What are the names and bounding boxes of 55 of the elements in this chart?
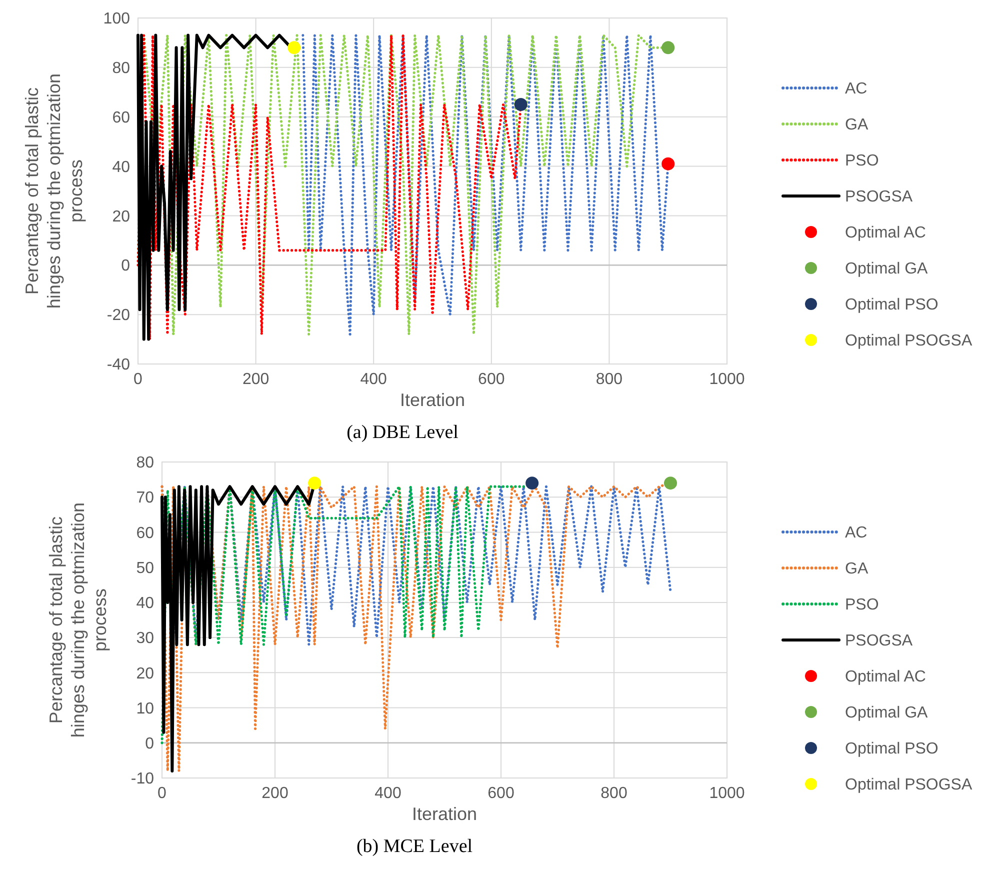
y-tick-label: 60 — [136, 524, 154, 542]
x-tick-label: 200 — [262, 785, 288, 802]
x-tick-label: 400 — [374, 785, 402, 802]
y-tick-label: -40 — [106, 356, 130, 374]
y-tick-label: 30 — [136, 630, 154, 648]
point — [514, 98, 528, 111]
legend-label: Optimal PSOGSA — [845, 332, 972, 350]
y-tick-label: 80 — [136, 454, 154, 472]
legend-label: AC — [845, 80, 868, 98]
x-tick-label: 400 — [360, 371, 388, 388]
text: (b) MCE Level — [356, 836, 473, 857]
y-tick-label: 0 — [121, 258, 130, 275]
text: (a) DBE Level — [346, 422, 458, 443]
legend-label: PSO — [845, 596, 879, 614]
legend-label: Optimal GA — [845, 260, 928, 278]
x-tick-label: 1000 — [709, 785, 745, 802]
x-tick-label: 600 — [478, 371, 505, 388]
point — [288, 41, 301, 54]
legend-label: GA — [845, 560, 868, 578]
legend-label: PSOGSA — [845, 188, 913, 206]
y-tick-label: -20 — [106, 307, 130, 324]
x-tick-label: 200 — [242, 371, 270, 388]
y-tick-label: -10 — [130, 770, 154, 788]
legend-label: Optimal PSO — [845, 740, 938, 758]
legend-label: PSO — [845, 152, 879, 170]
y-axis-title: Percantage of total plastic hinges during the optmization process — [22, 73, 86, 309]
x-axis-title: Iteration — [400, 390, 466, 410]
y-tick-label: 50 — [136, 560, 154, 577]
y-tick-label: 100 — [103, 10, 130, 28]
x-tick-label: 800 — [596, 371, 623, 388]
y-tick-label: 60 — [112, 109, 130, 126]
legend-label: PSOGSA — [845, 632, 913, 650]
x-tick-label: 0 — [158, 785, 167, 802]
legend-label: Optimal PSO — [845, 296, 938, 314]
legend-label: GA — [845, 116, 868, 134]
point — [662, 157, 675, 170]
legend-label: Optimal PSOGSA — [845, 776, 972, 794]
x-tick-label: 1000 — [709, 371, 745, 388]
legend-label: Optimal AC — [845, 224, 926, 242]
y-tick-label: 20 — [112, 208, 130, 226]
y-tick-label: 0 — [145, 735, 154, 752]
y-tick-label: 80 — [112, 60, 130, 78]
y-tick-label: 70 — [136, 490, 154, 507]
x-tick-label: 600 — [488, 785, 514, 802]
y-axis-title: Percantage of total plastic hinges during the optmization process — [46, 502, 110, 738]
y-tick-label: 40 — [136, 595, 154, 612]
point — [662, 41, 675, 54]
x-axis-title: Iteration — [412, 804, 478, 824]
x-tick-label: 800 — [600, 785, 628, 802]
y-tick-label: 40 — [112, 158, 130, 176]
legend-label: Optimal GA — [845, 704, 928, 722]
legend-label: Optimal AC — [845, 668, 926, 686]
y-tick-label: 20 — [136, 665, 154, 682]
legend-label: AC — [845, 524, 868, 542]
y-tick-label: 10 — [136, 700, 154, 718]
